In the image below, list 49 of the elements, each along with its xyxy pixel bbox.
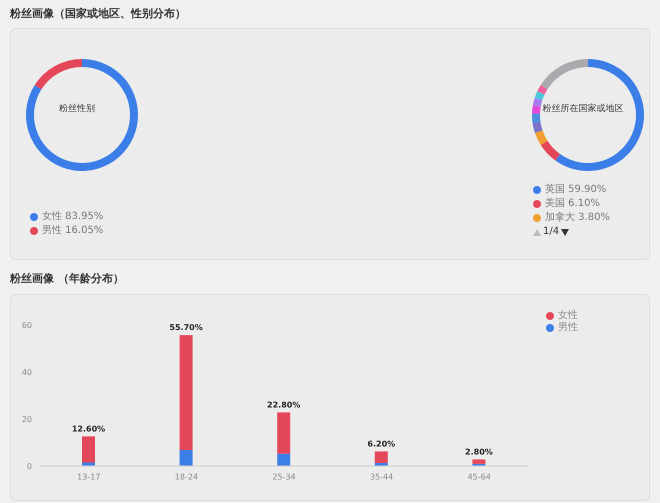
legend-label: 男性 — [42, 225, 62, 236]
total-label: 2.80% — [465, 447, 493, 456]
bar — [180, 335, 193, 450]
total-label: 6.20% — [367, 439, 396, 448]
data-label: 59.90% — [568, 184, 606, 195]
legend-label: 英国 — [545, 184, 565, 195]
total-label: 55.70% — [169, 323, 203, 332]
y-tick-label: 40 — [22, 368, 32, 377]
donut-slice — [34, 59, 82, 90]
legend-label: 美国 — [545, 198, 565, 209]
donut-slice — [540, 140, 560, 161]
text: 粉丝所在国家或地区 — [542, 102, 624, 115]
total-label: 12.60% — [72, 424, 106, 434]
bar — [472, 459, 486, 464]
legend-label: 加拿大 — [545, 212, 575, 223]
donut-slice — [534, 130, 548, 146]
donut-slice — [540, 59, 588, 90]
chart-title: 粉丝画像（国家或地区、性别分布） — [10, 6, 186, 21]
y-tick-label: 20 — [22, 414, 32, 424]
donut-slice — [534, 91, 545, 100]
data-label: 16.05% — [65, 225, 104, 236]
data-label: 3.80% — [578, 212, 610, 223]
y-tick-label: 60 — [22, 320, 32, 330]
bar — [277, 454, 290, 466]
legend-label: 男性 — [558, 322, 578, 334]
data-label: 83.95% — [65, 211, 104, 222]
x-tick-label: 25-34 — [272, 472, 296, 482]
x-tick-label: 45-64 — [468, 472, 491, 482]
bar — [374, 451, 388, 463]
x-tick-label: 13-17 — [77, 472, 100, 482]
chart-title: 粉丝画像 （年龄分布） — [10, 271, 124, 286]
bar — [82, 436, 95, 462]
donut-slice — [26, 59, 138, 171]
total-label: 22.80% — [267, 400, 300, 410]
text: 1/4 — [543, 225, 560, 239]
data-label: 6.10% — [568, 198, 600, 209]
bar — [180, 450, 193, 466]
x-tick-label: 18-24 — [174, 472, 198, 482]
donut-slice — [532, 98, 542, 107]
text: 粉丝性别 — [58, 102, 96, 115]
donut-slice — [532, 122, 543, 133]
donut-slice — [532, 114, 540, 123]
x-tick-label: 35-44 — [370, 472, 394, 482]
y-tick-label: 0 — [26, 462, 32, 471]
donut-slice — [532, 105, 541, 114]
legend-label: 女性 — [558, 310, 578, 322]
bar — [277, 412, 290, 454]
legend-label: 女性 — [42, 211, 62, 222]
donut-slice — [537, 84, 548, 95]
